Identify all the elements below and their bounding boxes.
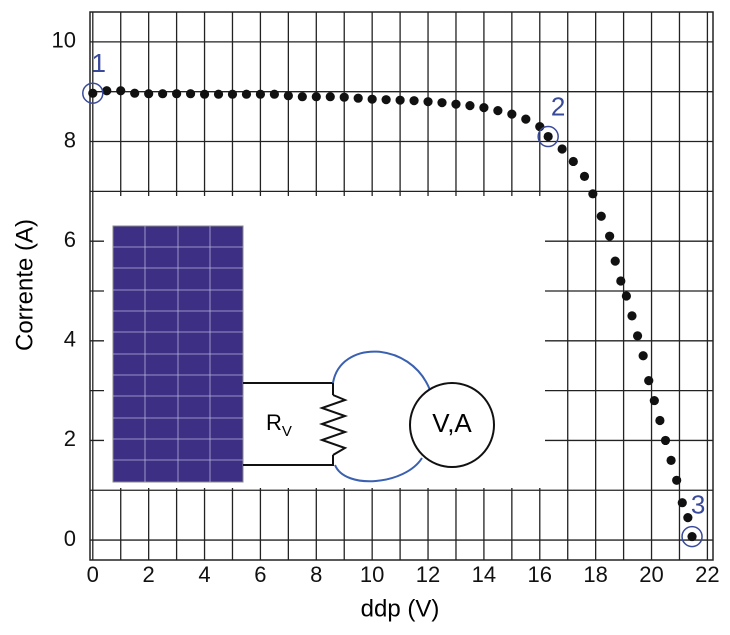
data-point: [621, 291, 631, 301]
y-tick-label: 0: [64, 526, 76, 551]
data-point: [465, 101, 475, 111]
y-tick-label: 4: [64, 327, 76, 352]
x-tick-label: 2: [143, 562, 155, 587]
data-point: [172, 89, 182, 99]
data-point: [158, 89, 168, 99]
data-point: [605, 231, 615, 241]
x-tick-label: 8: [310, 562, 322, 587]
data-point: [521, 114, 531, 124]
inset: V,A RV: [104, 196, 545, 488]
data-point: [451, 99, 461, 109]
data-point: [227, 89, 238, 99]
data-point: [325, 92, 335, 102]
resistor-label-main: R: [266, 410, 282, 435]
x-axis-label: ddp (V): [361, 595, 440, 622]
resistor-label: RV: [266, 410, 292, 440]
resistor-label-sub: V: [282, 423, 292, 440]
data-point: [199, 89, 210, 99]
data-point: [283, 91, 293, 101]
data-point: [213, 89, 224, 99]
y-tick-label: 8: [64, 127, 76, 152]
data-point: [610, 256, 620, 266]
data-point: [353, 93, 363, 103]
x-tick-label: 10: [360, 562, 384, 587]
data-point: [644, 376, 654, 386]
y-axis-label: Corrente (A): [11, 219, 38, 351]
y-tick-label: 6: [64, 227, 76, 252]
data-point: [437, 98, 447, 108]
annotation-label: 1: [92, 48, 106, 78]
annotation-circle: [82, 82, 104, 104]
annotation-label: 3: [691, 489, 705, 519]
data-point: [381, 95, 391, 105]
annotation-circle: [537, 125, 559, 148]
data-point: [479, 103, 489, 113]
data-point: [632, 331, 643, 341]
data-point: [144, 89, 154, 99]
data-point: [241, 89, 252, 99]
x-tick-label: 16: [528, 562, 552, 587]
data-point: [339, 92, 349, 102]
data-point: [588, 189, 598, 199]
data-point: [666, 455, 676, 465]
plot-frame: [89, 11, 714, 561]
data-point: [116, 86, 126, 96]
y-tick-label: 10: [52, 28, 76, 53]
annotation-label: 2: [551, 91, 565, 121]
data-point: [423, 97, 433, 107]
data-point: [130, 88, 140, 98]
x-tick-label: 6: [254, 562, 266, 587]
data-point: [638, 351, 648, 361]
data-point: [677, 498, 687, 508]
data-point: [683, 513, 693, 523]
x-tick-label: 14: [472, 562, 496, 587]
y-tick-label: 2: [64, 426, 76, 451]
x-tick-label: 12: [416, 562, 440, 587]
panel-cells: [113, 226, 243, 482]
meter-label: V,A: [432, 408, 472, 438]
data-point: [568, 156, 578, 167]
data-point: [367, 94, 377, 104]
x-tick-label: 4: [198, 562, 210, 587]
x-tick-label: 0: [87, 562, 99, 587]
data-point: [255, 89, 266, 99]
data-point: [88, 88, 98, 98]
data-point: [649, 395, 659, 406]
data-point: [543, 131, 553, 142]
data-point: [269, 89, 279, 99]
data-point: [507, 109, 517, 119]
data-point: [557, 144, 567, 154]
x-tick-label: 20: [639, 562, 663, 587]
data-point: [493, 106, 503, 116]
data-point: [660, 435, 671, 446]
data-point: [596, 211, 606, 221]
data-point: [655, 415, 665, 426]
data-point: [672, 475, 682, 485]
data-point: [687, 531, 697, 542]
annotation-circle: [681, 525, 703, 548]
data-point: [627, 311, 637, 321]
data-point: [311, 92, 321, 102]
data-point: [185, 89, 196, 99]
meter: [409, 382, 495, 468]
meter-leads: [332, 350, 431, 483]
x-tick-label: 18: [583, 562, 607, 587]
data-point: [395, 95, 405, 105]
data-point: [616, 276, 626, 286]
data-point: [297, 92, 307, 102]
data-point: [409, 96, 419, 106]
data-point: [579, 171, 590, 181]
x-tick-label: 22: [695, 562, 719, 587]
data-point: [102, 86, 112, 96]
data-point: [535, 121, 545, 132]
